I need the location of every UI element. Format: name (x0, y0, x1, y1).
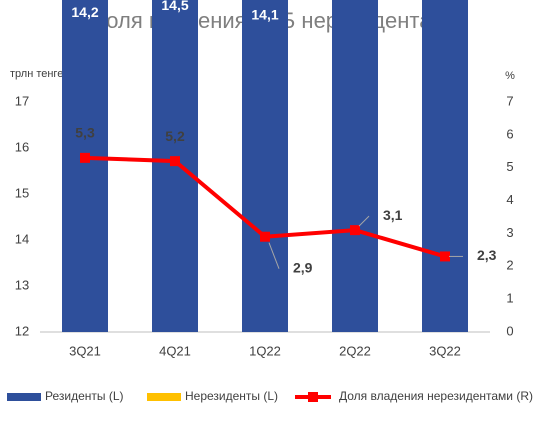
line-value-label: 3,1 (383, 207, 403, 223)
line-marker (260, 231, 270, 242)
legend-label: Резиденты (L) (45, 389, 124, 403)
y2-tick-label: 7 (506, 93, 513, 108)
line-value-label: 5,3 (75, 125, 95, 141)
legend-label: Нерезиденты (L) (185, 389, 278, 403)
bar-value-label: 14,5 (161, 0, 188, 13)
y-tick-label: 15 (15, 185, 29, 200)
line-marker (440, 251, 450, 262)
bar-value-label: 14,1 (251, 6, 278, 22)
legend-swatch (308, 392, 318, 402)
label-leader (268, 242, 280, 269)
y2-tick-label: 5 (506, 159, 513, 174)
y-tick-label: 17 (15, 93, 29, 108)
x-tick-label: 4Q21 (159, 343, 191, 358)
line-value-label: 2,3 (477, 247, 497, 263)
line-marker (170, 156, 180, 167)
line-marker (80, 152, 90, 163)
y2-axis-label: % (505, 70, 515, 82)
legend-label: Доля владения нерезидентами (R) (339, 389, 533, 403)
y2-tick-label: 2 (506, 258, 513, 273)
y2-tick-label: 1 (506, 291, 513, 306)
y-axis-label: трлн тенге (10, 68, 63, 80)
line-marker (350, 225, 360, 236)
line-value-label: 5,2 (165, 128, 185, 144)
label-leader (358, 215, 370, 227)
y2-tick-label: 3 (506, 225, 513, 240)
bar (422, 0, 468, 332)
line-value-label: 2,9 (293, 259, 313, 275)
bar (332, 0, 378, 332)
legend-swatch (7, 393, 41, 401)
y2-tick-label: 4 (506, 192, 513, 207)
x-tick-label: 1Q22 (249, 343, 281, 358)
x-tick-label: 3Q22 (429, 343, 461, 358)
y-tick-label: 13 (15, 277, 29, 292)
y-tick-label: 12 (15, 323, 29, 338)
y2-tick-label: 6 (506, 126, 513, 141)
bar (242, 0, 288, 332)
y2-tick-label: 0 (506, 323, 513, 338)
bar-value-label: 14,2 (71, 4, 98, 20)
y-tick-label: 16 (15, 139, 29, 154)
x-tick-label: 2Q22 (339, 343, 371, 358)
legend-swatch (147, 393, 181, 401)
bar (62, 0, 108, 332)
x-tick-label: 3Q21 (69, 343, 101, 358)
y-tick-label: 14 (15, 231, 29, 246)
